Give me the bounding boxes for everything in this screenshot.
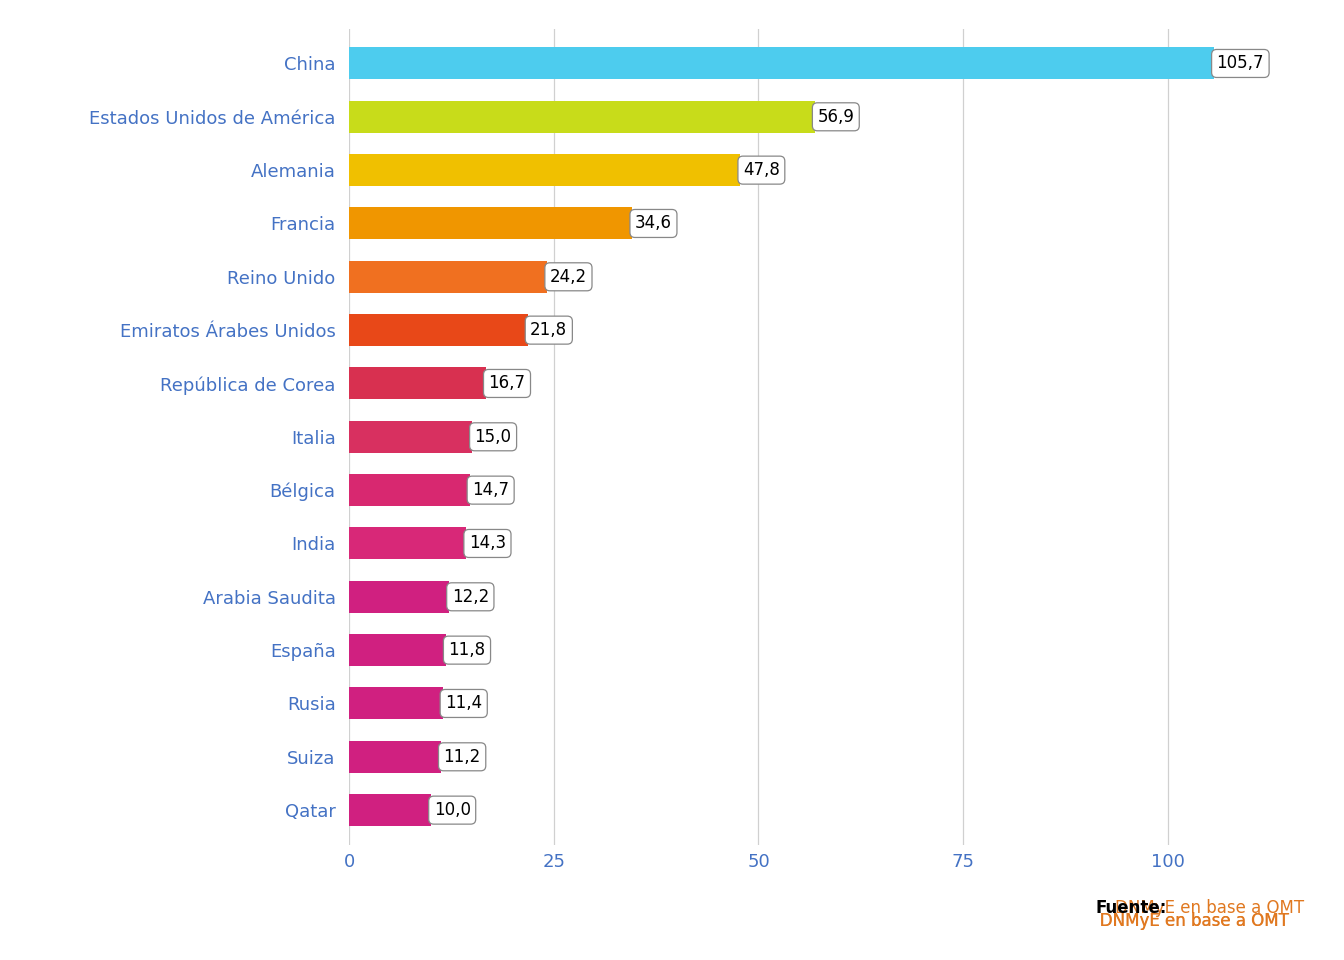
Text: 16,7: 16,7 [488,374,526,393]
Text: 47,8: 47,8 [743,161,780,180]
Bar [349,581,449,612]
Text: 15,0: 15,0 [474,428,512,445]
Text: 11,2: 11,2 [444,748,481,766]
Bar [349,420,472,453]
Text: 105,7: 105,7 [1216,55,1265,72]
Bar [349,635,446,666]
Bar [349,155,741,186]
Bar [349,527,466,560]
Bar [349,687,442,719]
Text: DNMyE en base a OMT: DNMyE en base a OMT [1099,912,1289,930]
Bar [349,794,431,827]
Bar [349,741,441,773]
Text: 14,3: 14,3 [469,535,505,552]
Text: 21,8: 21,8 [531,322,567,339]
Text: DNMyE en base a OMT: DNMyE en base a OMT [1114,899,1304,917]
Text: 56,9: 56,9 [817,108,855,126]
Text: 11,8: 11,8 [449,641,485,660]
Text: DNMyE en base a OMT: DNMyE en base a OMT [1089,912,1289,930]
Text: 24,2: 24,2 [550,268,587,286]
Bar [349,207,633,239]
Text: 10,0: 10,0 [434,802,470,819]
Text: 11,4: 11,4 [445,694,482,712]
Text: Fuente:: Fuente: [1095,899,1167,917]
Bar [349,261,547,293]
Bar [349,368,487,399]
Text: 34,6: 34,6 [634,214,672,232]
Bar [349,314,528,347]
Text: 12,2: 12,2 [452,588,489,606]
Bar [349,101,814,132]
Bar [349,47,1214,80]
Bar [349,474,469,506]
Text: 14,7: 14,7 [472,481,509,499]
